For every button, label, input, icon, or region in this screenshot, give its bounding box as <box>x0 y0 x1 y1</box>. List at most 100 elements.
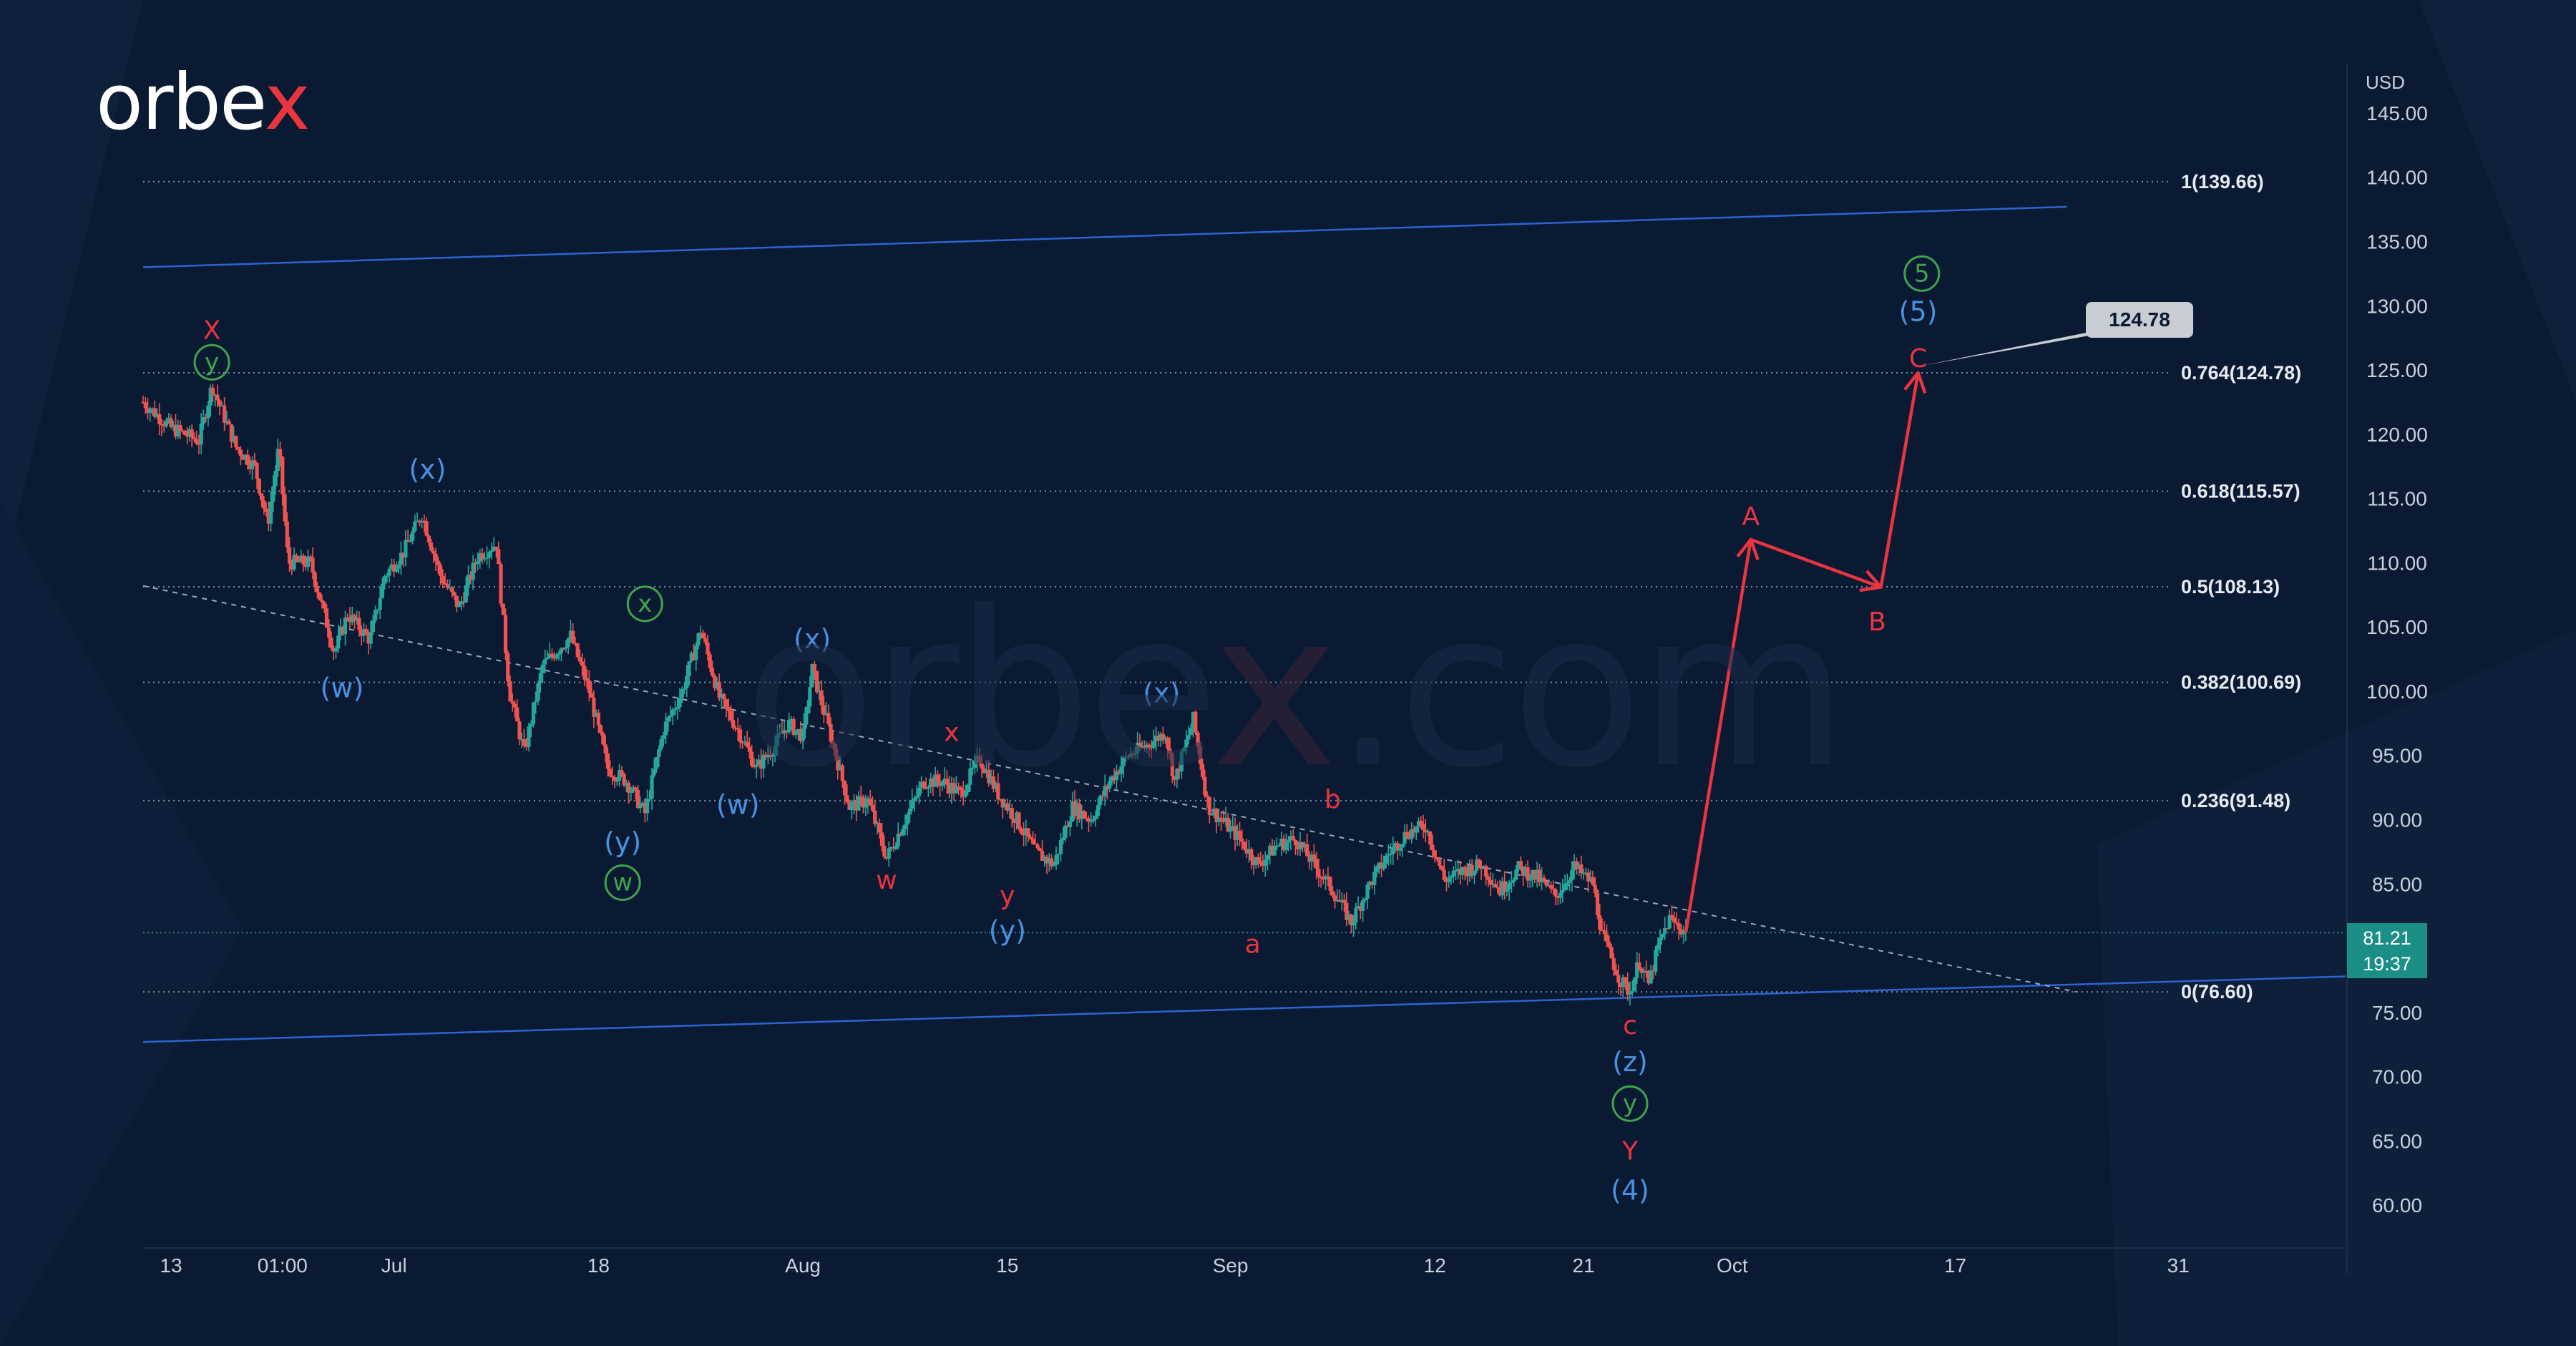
candle-body-165 <box>525 746 529 747</box>
candle-body-62 <box>285 521 289 547</box>
candle-body-197 <box>599 725 603 733</box>
candle-body-466 <box>1224 817 1228 822</box>
candle-body-231 <box>678 697 682 708</box>
candle-body-399 <box>1068 821 1073 828</box>
candle-body-195 <box>594 712 598 717</box>
candle-body-324 <box>894 846 898 849</box>
candle-body-361 <box>980 762 984 769</box>
price-axis[interactable]: 60.0065.0070.0075.0080.0085.0090.0095.00… <box>2346 64 2428 1274</box>
y-tick-16: 140.00 <box>2366 167 2428 189</box>
candle-body-205 <box>618 770 622 781</box>
y-tick-15: 135.00 <box>2366 231 2428 253</box>
candle-body-564 <box>1451 870 1455 877</box>
candle-body-573 <box>1472 870 1477 876</box>
candle-body-607 <box>1551 888 1556 890</box>
candle-body-655 <box>1663 927 1667 935</box>
candle-body-211 <box>631 787 635 791</box>
candle-body-582 <box>1493 884 1498 888</box>
candle-body-55 <box>268 502 273 524</box>
wave-label-9: x <box>944 718 959 747</box>
candle-body-66 <box>294 555 298 560</box>
candle-body-82 <box>331 648 336 652</box>
candle-body-321 <box>887 848 891 859</box>
candle-body-630 <box>1604 934 1609 942</box>
candle-body-273 <box>775 734 779 746</box>
candle-body-137 <box>459 601 464 605</box>
candle-body-210 <box>629 791 633 793</box>
candle-body-290 <box>814 670 819 693</box>
candle-body-596 <box>1526 867 1530 881</box>
current-price-tag: 81.21 19:37 <box>2347 923 2427 978</box>
fib-label-6: 0(76.60) <box>2181 981 2253 1003</box>
candle-body-378 <box>1019 828 1023 834</box>
candle-body-370 <box>1000 799 1005 808</box>
candle-body-488 <box>1274 845 1279 847</box>
candle-body-68 <box>299 555 303 562</box>
candle-body-228 <box>670 709 675 716</box>
candle-body-4 <box>150 408 155 410</box>
candle-body-235 <box>687 661 691 677</box>
wave-label-text-22: B <box>1868 608 1886 637</box>
candle-body-327 <box>901 829 905 836</box>
time-axis[interactable]: 13 01:00 Jul 18 Aug 15 Sep 12 21 Oct 17 31 <box>143 1247 2347 1277</box>
candle-body-24 <box>197 443 201 445</box>
candle-body-158 <box>508 681 512 702</box>
candle-body-637 <box>1621 977 1625 987</box>
candle-body-323 <box>892 847 896 849</box>
wave-label-text-24: (5) <box>1899 296 1938 327</box>
candle-body-475 <box>1244 849 1249 854</box>
candle-body-424 <box>1126 756 1131 758</box>
candle-body-220 <box>652 769 656 776</box>
candle-body-301 <box>840 765 844 781</box>
candle-body-3 <box>148 409 152 414</box>
candle-body-81 <box>329 638 333 648</box>
candle-body-612 <box>1563 884 1567 891</box>
candle-body-209 <box>626 782 631 793</box>
candle-body-44 <box>243 454 248 460</box>
candle-body-379 <box>1021 833 1026 836</box>
candle-body-595 <box>1523 867 1528 876</box>
candle-body-663 <box>1682 931 1686 935</box>
x-tick-0: 13 <box>160 1254 182 1277</box>
wave-label-text-25: 5 <box>1914 259 1930 288</box>
candle-body-534 <box>1382 863 1386 869</box>
y-tick-14: 130.00 <box>2366 295 2428 317</box>
candle-body-563 <box>1449 876 1453 878</box>
candle-body-207 <box>622 774 626 786</box>
candle-body-292 <box>819 690 824 706</box>
candle-body-46 <box>248 465 252 469</box>
candle-body-499 <box>1300 842 1304 848</box>
candle-body-116 <box>411 531 415 541</box>
candle-body-144 <box>475 561 480 565</box>
candle-body-396 <box>1061 837 1065 841</box>
candle-body-540 <box>1395 843 1400 851</box>
wave-label-text-8: (w) <box>716 789 760 821</box>
wave-label-5: (y) <box>604 826 641 858</box>
candle-body-592 <box>1516 861 1521 870</box>
candle-body-619 <box>1579 864 1584 874</box>
candle-body-448 <box>1181 748 1186 752</box>
candle-body-142 <box>471 562 475 580</box>
candle-body-184 <box>568 630 573 638</box>
y-tick-6: 90.00 <box>2372 809 2422 831</box>
candle-body-202 <box>610 776 615 778</box>
candle-body-529 <box>1370 882 1375 885</box>
candle-body-22 <box>192 437 197 439</box>
candle-body-599 <box>1533 869 1537 880</box>
candle-body-346 <box>945 778 950 785</box>
candle-body-313 <box>868 798 872 806</box>
candle-body-331 <box>910 800 914 809</box>
candle-body-169 <box>534 701 538 703</box>
candle-body-597 <box>1528 878 1532 881</box>
candle-body-481 <box>1259 860 1263 864</box>
candle-body-643 <box>1635 962 1639 978</box>
candle-body-17 <box>180 430 185 432</box>
candle-body-222 <box>657 749 661 758</box>
candle-body-140 <box>466 575 471 585</box>
candle-body-72 <box>308 556 313 558</box>
candle-body-151 <box>492 546 496 551</box>
candle-body-463 <box>1216 817 1221 822</box>
candle-body-527 <box>1365 884 1370 899</box>
candle-body-476 <box>1246 849 1252 854</box>
